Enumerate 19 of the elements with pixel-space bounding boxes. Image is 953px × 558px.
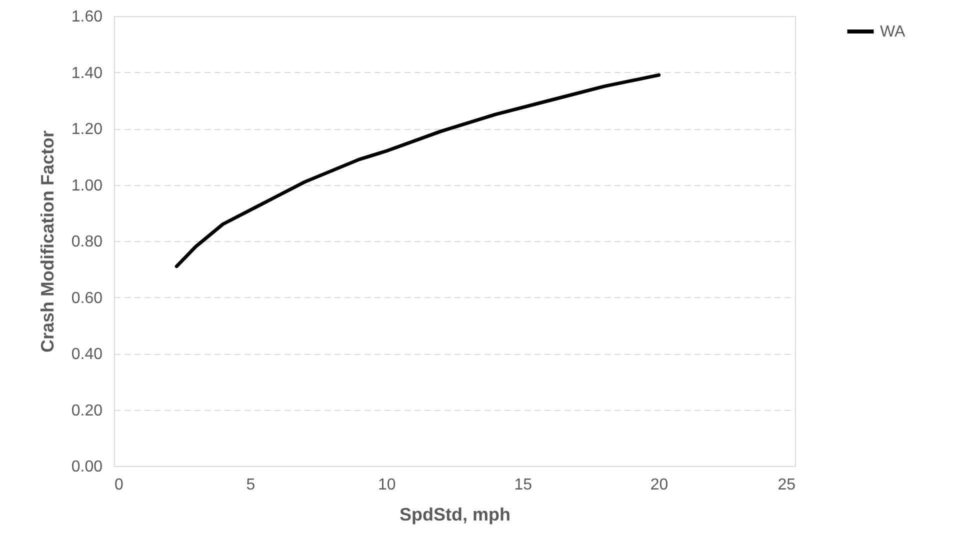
legend-label: WA	[880, 24, 906, 40]
x-tick-label: 20	[650, 476, 668, 494]
y-tick-label: 1.00	[71, 177, 103, 194]
x-tick-label: 0	[114, 476, 124, 494]
y-axis-title: Crash Modification Factor	[37, 130, 58, 353]
line-series	[174, 73, 661, 268]
x-tick-label: 25	[778, 476, 796, 494]
y-tick-label: 0.00	[71, 458, 103, 476]
y-tick-label: 1.60	[71, 8, 103, 26]
x-axis-title: SpdStd, mph	[400, 504, 510, 524]
y-tick-label: 0.20	[71, 402, 103, 420]
x-tick-label: 5	[246, 476, 256, 494]
y-tick-label: 0.80	[71, 234, 103, 250]
x-tick-label: 15	[514, 476, 532, 494]
y-tick-label: 1.20	[71, 121, 103, 138]
x-tick-label: 10	[378, 476, 396, 494]
y-tick-label: 0.60	[71, 290, 103, 307]
y-tick-label: 1.40	[71, 64, 103, 82]
y-tick-label: 0.40	[71, 346, 103, 363]
